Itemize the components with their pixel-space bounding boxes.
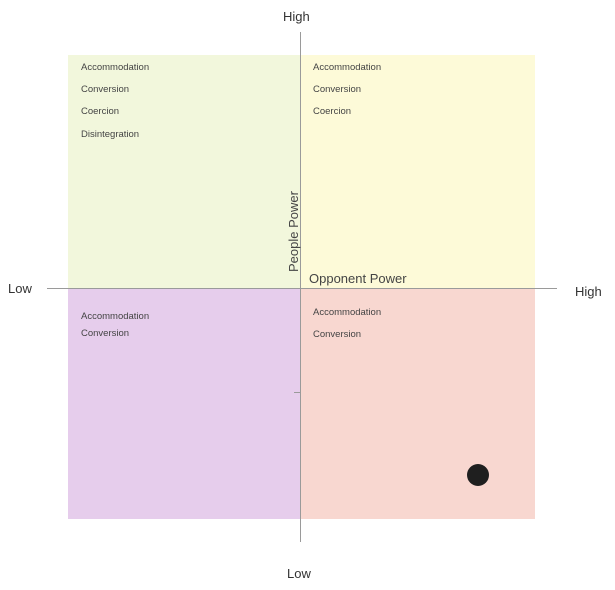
quadrant-item: Accommodation	[313, 307, 382, 318]
quadrant-item: Conversion	[313, 84, 362, 95]
quadrant-item: Accommodation	[313, 62, 382, 73]
quadrant-item: Conversion	[81, 328, 130, 339]
quadrant-item: Conversion	[313, 329, 362, 340]
quadrant-item: Accommodation	[81, 311, 150, 322]
vertical-axis-title: People Power	[286, 191, 301, 272]
quadrant-item: Coercion	[81, 106, 120, 117]
quadrant-item: Accommodation	[81, 62, 150, 73]
vertical-axis-line	[300, 32, 301, 542]
vertical-axis-low-label: Low	[287, 566, 311, 581]
quadrant-top-right: Accommodation Conversion Coercion	[300, 55, 535, 288]
quadrant-bottom-right: Accommodation Conversion	[300, 288, 535, 519]
quadrant-item: Coercion	[313, 106, 352, 117]
horizontal-axis-line	[47, 288, 557, 289]
quadrant-top-left: Accommodation Conversion Coercion Disint…	[68, 55, 300, 288]
quadrant-item: Conversion	[81, 84, 130, 95]
position-marker[interactable]	[467, 464, 489, 486]
quadrant-bottom-left: Accommodation Conversion	[68, 288, 300, 519]
vertical-axis-high-label: High	[283, 9, 310, 24]
axis-tick	[294, 392, 300, 393]
horizontal-axis-low-label: Low	[8, 281, 32, 296]
horizontal-axis-high-label: High	[575, 284, 602, 299]
horizontal-axis-title: Opponent Power	[309, 271, 407, 286]
quadrant-item: Disintegration	[81, 129, 140, 140]
